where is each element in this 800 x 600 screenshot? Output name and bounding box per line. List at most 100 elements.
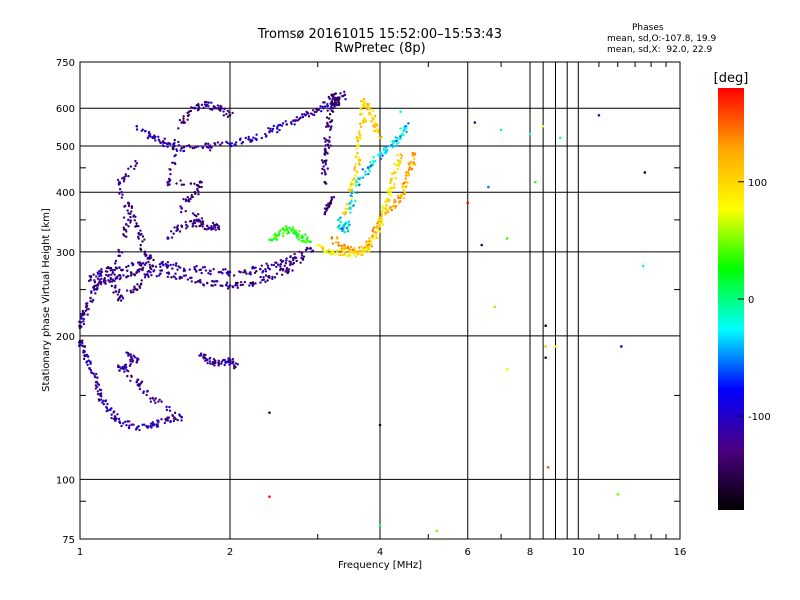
data-point <box>332 249 335 252</box>
data-point <box>151 136 155 140</box>
data-point <box>332 107 335 110</box>
data-point <box>126 209 129 212</box>
data-point <box>293 123 296 126</box>
data-point <box>359 125 363 128</box>
data-point <box>384 145 388 149</box>
data-point <box>157 274 161 277</box>
data-point <box>325 204 328 207</box>
data-point <box>182 115 185 118</box>
data-point <box>311 249 315 253</box>
data-point <box>384 200 387 204</box>
data-point <box>394 144 397 148</box>
data-point <box>219 143 222 146</box>
data-point <box>137 270 141 273</box>
data-point <box>411 152 414 156</box>
data-point <box>132 290 135 294</box>
data-point <box>208 357 211 360</box>
data-point <box>180 183 183 186</box>
data-point <box>100 270 104 274</box>
data-point <box>120 177 124 180</box>
data-point <box>114 284 117 287</box>
data-point <box>231 357 235 361</box>
data-point <box>404 177 408 180</box>
data-point <box>195 145 198 149</box>
data-point <box>369 113 373 117</box>
data-point <box>199 221 203 224</box>
data-point <box>345 226 349 230</box>
data-point <box>221 284 224 288</box>
data-point <box>344 97 347 101</box>
data-point <box>147 275 150 279</box>
data-point <box>92 273 95 276</box>
data-point <box>132 214 136 217</box>
data-point <box>292 226 295 229</box>
data-point <box>322 165 325 168</box>
data-point <box>81 309 85 313</box>
data-point <box>81 339 84 342</box>
data-point <box>251 281 255 284</box>
data-point <box>186 278 190 281</box>
data-point <box>270 263 273 267</box>
data-point <box>114 290 118 293</box>
data-point <box>93 279 96 282</box>
data-point <box>85 304 89 307</box>
data-point <box>281 234 285 238</box>
data-point <box>251 266 254 269</box>
data-point <box>404 124 407 128</box>
data-point <box>260 264 263 267</box>
data-point <box>288 226 291 230</box>
data-point <box>283 264 286 267</box>
data-point <box>369 108 372 112</box>
data-point <box>176 268 179 271</box>
data-point <box>195 270 198 273</box>
data-point <box>407 168 411 171</box>
data-point <box>385 210 389 213</box>
x-tick-label: 10 <box>572 547 585 558</box>
data-point <box>220 360 224 363</box>
data-point <box>208 149 212 152</box>
data-point <box>275 272 279 275</box>
data-point <box>321 248 325 251</box>
data-point <box>200 271 203 275</box>
data-point <box>194 281 197 284</box>
data-point <box>344 245 348 249</box>
data-point <box>394 136 397 139</box>
data-point <box>329 126 333 130</box>
data-point <box>219 284 222 287</box>
data-point <box>356 143 360 147</box>
data-point <box>126 269 129 272</box>
data-point <box>159 272 162 275</box>
data-point <box>188 220 192 223</box>
data-point <box>280 273 284 276</box>
data-point <box>358 183 361 186</box>
data-point <box>365 243 368 247</box>
data-point <box>249 281 252 285</box>
data-point <box>280 260 284 264</box>
data-point <box>226 287 230 290</box>
data-point <box>327 117 331 120</box>
data-point <box>130 374 133 377</box>
data-point <box>135 128 139 131</box>
data-point <box>110 284 114 288</box>
data-point <box>234 365 237 369</box>
data-point <box>329 202 333 205</box>
data-point <box>91 298 95 302</box>
data-point <box>408 166 412 170</box>
data-point <box>134 159 137 163</box>
data-point <box>122 216 126 219</box>
data-point <box>399 110 402 114</box>
data-point <box>225 284 229 287</box>
data-point <box>313 110 317 114</box>
data-point <box>284 120 287 123</box>
data-point <box>359 107 362 110</box>
data-point <box>334 102 338 105</box>
data-point <box>398 200 401 203</box>
data-point <box>324 105 327 108</box>
data-point <box>373 121 376 124</box>
data-point <box>329 253 333 256</box>
y-axis-label: Stationary phase Virtual Height [km] <box>41 208 52 392</box>
data-point <box>122 180 126 183</box>
data-point <box>358 135 362 139</box>
data-point <box>352 182 355 186</box>
data-point <box>386 190 389 193</box>
